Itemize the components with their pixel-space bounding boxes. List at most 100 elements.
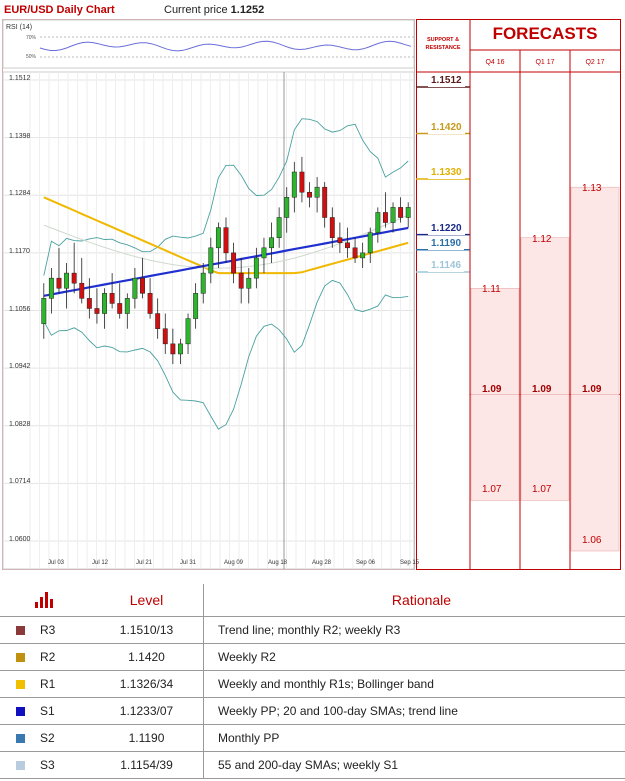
candle-body	[299, 171, 305, 193]
candle-body	[276, 217, 282, 238]
x-tick-label: Sep 06	[356, 560, 376, 566]
forecast-value: 1.09	[532, 384, 552, 396]
row-name: S1	[40, 697, 90, 725]
y-tick-label: 1.1512	[9, 75, 31, 82]
forecast-bars	[470, 186, 620, 552]
row-color-swatch-cell	[0, 616, 40, 644]
row-level: 1.1326/34	[90, 670, 204, 698]
row-color-swatch	[15, 680, 25, 690]
forecast-value: 1.07	[532, 484, 552, 496]
row-color-swatch-cell	[0, 751, 40, 779]
row-level: 1.1420	[90, 643, 204, 671]
y-tick-label: 1.1056	[9, 305, 31, 313]
row-name: R1	[40, 670, 90, 698]
current-price-value: 1.1252	[230, 4, 265, 16]
candle-body	[360, 252, 366, 259]
rsi-line	[39, 40, 412, 52]
row-name: R3	[40, 616, 90, 644]
row-color-swatch-cell	[0, 670, 40, 698]
current-price-label: Current price	[164, 4, 228, 16]
candle-body	[291, 171, 297, 198]
row-name: S3	[40, 751, 90, 779]
level-box: 1.1190	[428, 236, 465, 250]
forecast-value: 1.13	[582, 183, 602, 195]
candle-body	[375, 212, 381, 233]
price-panel	[2, 71, 415, 570]
x-tick-label: Aug 09	[224, 560, 244, 566]
row-color-swatch-cell	[0, 643, 40, 671]
support-resistance-header: SUPPORT & RESISTANCE	[418, 36, 468, 52]
row-color-swatch-cell	[0, 697, 40, 725]
x-tick-label: Jul 31	[180, 560, 197, 566]
candle-body	[329, 217, 335, 238]
sr-header-line2: RESISTANCE	[425, 45, 461, 51]
candle-body	[398, 207, 404, 218]
table-row: R2 1.1420 Weekly R2	[0, 643, 625, 671]
forecast-col-q2-17: Q2 17	[585, 59, 605, 66]
forecast-col-q1-17: Q1 17	[535, 59, 555, 66]
candle-body	[170, 343, 176, 355]
row-level: 1.1154/39	[90, 751, 204, 779]
row-color-swatch	[15, 626, 25, 636]
y-tick-label: 1.0600	[9, 536, 31, 543]
rsi-label: RSI (14)	[6, 24, 33, 31]
row-color-swatch	[15, 707, 25, 717]
candle-body	[56, 277, 62, 289]
candle-body	[215, 227, 221, 249]
candle-body	[314, 186, 320, 198]
candle-body	[64, 272, 70, 289]
table-row: S2 1.1190 Monthly PP	[0, 724, 625, 752]
candle-body	[177, 343, 183, 355]
forecast-value: 1.06	[582, 535, 602, 546]
table-row: R1 1.1326/34 Weekly and monthly R1s; Bolli…	[0, 670, 625, 698]
candle-body	[382, 212, 388, 223]
row-name: R2	[40, 643, 90, 671]
forecast-col-q4-16: Q4 16	[485, 59, 505, 66]
y-tick-label: 1.0828	[9, 420, 31, 428]
forecast-frame	[416, 19, 621, 570]
level-box: 1.1220	[428, 221, 465, 235]
bollinger-bands	[43, 118, 409, 430]
sr-header-line1: SUPPORT &	[426, 37, 460, 43]
candle-body	[48, 277, 54, 299]
level-box: 1.1420	[428, 120, 465, 134]
chart-canvas	[2, 19, 621, 570]
forecast-value: 1.12	[532, 233, 552, 245]
y-tick-label: 1.1284	[9, 190, 31, 198]
level-box: 1.1330	[428, 165, 465, 179]
candle-body	[390, 207, 396, 223]
table-header-row: Level Rationale	[0, 584, 625, 617]
candle-body	[261, 247, 267, 259]
x-tick-label: Jul 03	[48, 560, 65, 566]
bollinger-upper	[43, 118, 409, 276]
table-row: S1 1.1233/07 Weekly PP; 20 and 100-day SMA…	[0, 697, 625, 725]
level-box: 1.1146	[428, 259, 465, 272]
rsi-level-50: 50%	[26, 54, 37, 60]
row-color-swatch-cell	[0, 724, 40, 752]
row-rationale: Weekly PP; 20 and 100-day SMAs; trend li…	[203, 697, 625, 725]
row-rationale: Weekly and monthly R1s; Bollinger band	[203, 670, 625, 698]
candle-body	[200, 272, 206, 294]
table-row: S3 1.1154/39 55 and 200-day SMAs; weekly S…	[0, 751, 625, 779]
candle-body	[185, 318, 191, 345]
candle-body	[86, 298, 92, 309]
candle-body	[162, 328, 168, 345]
candle-body	[238, 272, 244, 289]
rsi-level-70: 70%	[26, 35, 37, 41]
forecast-bar	[570, 186, 620, 395]
price-grid	[2, 71, 415, 570]
levels-table: Level Rationale R3 1.1510/13 Trend line; m…	[0, 584, 625, 779]
forecast-value: 1.09	[582, 384, 602, 396]
candle-body	[345, 242, 350, 249]
candle-body	[208, 247, 214, 274]
row-rationale: Weekly R2	[203, 643, 625, 671]
forecast-bar	[470, 394, 520, 501]
forecast-bar	[470, 288, 520, 395]
candle-body	[102, 293, 107, 314]
row-rationale: 55 and 200-day SMAs; weekly S1	[203, 751, 625, 779]
forecasts-title: FORECASTS	[492, 24, 598, 43]
forecast-value: 1.07	[482, 484, 502, 496]
candle-body	[71, 272, 77, 284]
row-color-swatch	[15, 653, 25, 663]
level-box: 1.1512	[428, 74, 465, 87]
